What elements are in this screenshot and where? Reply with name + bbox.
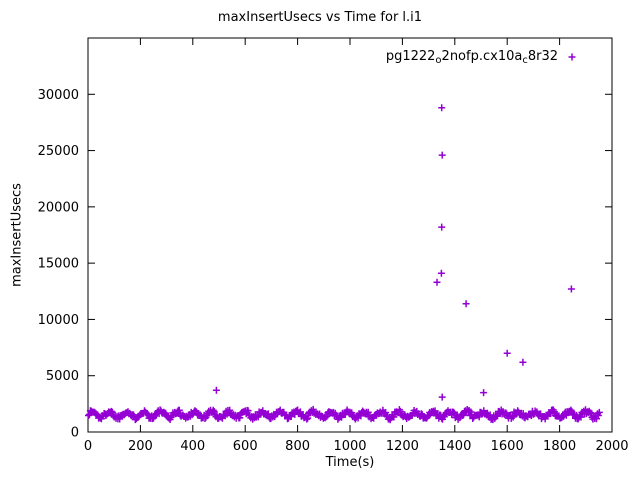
legend-text-segment: 2nofp.cx10a <box>441 49 523 64</box>
data-points <box>85 104 603 424</box>
chart-title: maxInsertUsecs vs Time for l.i1 <box>217 10 423 25</box>
legend-subscript: c <box>522 55 528 66</box>
legend-marker-icon <box>568 53 576 61</box>
legend: pg1222o2nofp.cx10ac8r32 <box>385 49 558 66</box>
x-tick-label: 800 <box>285 439 310 454</box>
legend-text-segment: 8r32 <box>527 49 558 64</box>
y-tick-label: 10000 <box>38 313 79 328</box>
x-tick-label: 200 <box>128 439 153 454</box>
x-tick-label: 1000 <box>333 439 366 454</box>
legend-text-segment: pg1222 <box>385 49 436 64</box>
scatter-points-path <box>85 104 603 424</box>
x-tick-label: 1600 <box>491 439 524 454</box>
y-tick-label: 15000 <box>38 257 79 272</box>
plot-border <box>87 37 613 433</box>
legend-label: pg1222o2nofp.cx10ac8r32 <box>385 49 558 66</box>
y-tick-label: 25000 <box>38 144 79 159</box>
x-tick-label: 400 <box>180 439 205 454</box>
y-tick-label: 0 <box>71 426 79 441</box>
axis-ticks <box>87 38 613 433</box>
x-tick-label: 1800 <box>543 439 576 454</box>
x-axis-label: Time(s) <box>325 455 375 470</box>
y-tick-label: 20000 <box>38 200 79 215</box>
x-tick-label: 1200 <box>386 439 419 454</box>
y-tick-label: 30000 <box>38 88 79 103</box>
x-tick-label: 600 <box>233 439 258 454</box>
x-tick-label: 1400 <box>438 439 471 454</box>
x-tick-label: 2000 <box>595 439 628 454</box>
y-tick-label: 5000 <box>46 369 79 384</box>
legend-subscript: o <box>435 55 442 66</box>
x-tick-label: 0 <box>84 439 92 454</box>
